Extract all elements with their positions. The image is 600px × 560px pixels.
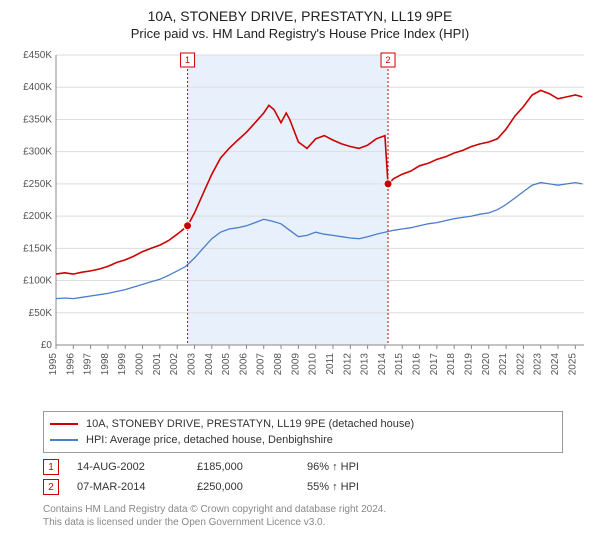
event-price: £250,000 (197, 481, 307, 493)
x-tick-label: 2024 (550, 353, 561, 376)
y-tick-label: £100K (23, 276, 52, 287)
event-number-badge: 2 (43, 479, 59, 495)
x-tick-label: 1998 (100, 353, 111, 376)
x-tick-label: 2005 (221, 353, 232, 376)
x-tick-label: 2014 (377, 353, 388, 376)
x-tick-label: 1997 (83, 353, 94, 376)
x-tick-label: 2003 (186, 353, 197, 376)
x-tick-label: 2013 (360, 353, 371, 376)
x-tick-label: 2006 (238, 353, 249, 376)
y-tick-label: £450K (23, 50, 52, 61)
x-tick-label: 2025 (567, 353, 578, 376)
x-tick-label: 2017 (429, 353, 440, 376)
event-marker-dot (184, 222, 192, 230)
chart-plot-area: £0 £50K £100K £150K £200K £250K £300K £350K £400… (8, 45, 592, 405)
x-tick-label: 2016 (412, 353, 423, 376)
chart-title: 10A, STONEBY DRIVE, PRESTATYN, LL19 9PE (8, 8, 592, 24)
y-tick-label: £250K (23, 179, 52, 190)
event-marker-dot (384, 180, 392, 188)
event-pct: 96% ↑ HPI (307, 461, 407, 473)
x-tick-label: 2009 (290, 353, 301, 376)
x-tick-label: 2001 (152, 353, 163, 376)
x-tick-label: 2002 (169, 353, 180, 376)
y-tick-label: £0 (41, 340, 53, 351)
legend-row: HPI: Average price, detached house, Denb… (50, 432, 556, 448)
y-tick-label: £50K (29, 308, 53, 319)
footer-line-2: This data is licensed under the Open Gov… (43, 516, 584, 529)
x-tick-label: 2018 (446, 353, 457, 376)
event-marker-number: 2 (386, 55, 391, 65)
x-tick-label: 2010 (308, 353, 319, 376)
event-price: £185,000 (197, 461, 307, 473)
legend-row: 10A, STONEBY DRIVE, PRESTATYN, LL19 9PE … (50, 416, 556, 432)
footer-line-1: Contains HM Land Registry data © Crown c… (43, 503, 584, 516)
event-row: 1 14-AUG-2002£185,00096% ↑ HPI (43, 457, 584, 477)
x-tick-label: 2011 (325, 353, 336, 375)
event-number-badge: 1 (43, 459, 59, 475)
x-tick-label: 2004 (204, 353, 215, 376)
x-tick-label: 2007 (256, 353, 267, 376)
legend-swatch (50, 439, 78, 441)
event-pct: 55% ↑ HPI (307, 481, 407, 493)
legend-label: HPI: Average price, detached house, Denb… (86, 434, 333, 446)
chart-subtitle: Price paid vs. HM Land Registry's House … (8, 26, 592, 41)
y-tick-label: £350K (23, 114, 52, 125)
event-date: 07-MAR-2014 (77, 481, 197, 493)
legend-swatch (50, 423, 78, 425)
x-tick-label: 1995 (48, 353, 59, 376)
event-row: 2 07-MAR-2014£250,00055% ↑ HPI (43, 477, 584, 497)
x-tick-label: 2008 (273, 353, 284, 376)
x-tick-label: 2020 (481, 353, 492, 376)
legend-label: 10A, STONEBY DRIVE, PRESTATYN, LL19 9PE … (86, 418, 414, 430)
x-tick-label: 2023 (533, 353, 544, 376)
legend: 10A, STONEBY DRIVE, PRESTATYN, LL19 9PE … (43, 411, 563, 453)
events-table: 1 14-AUG-2002£185,00096% ↑ HPI 2 07-MAR-201… (43, 457, 584, 497)
y-tick-label: £150K (23, 243, 52, 254)
x-tick-label: 2015 (394, 353, 405, 376)
x-tick-label: 2012 (342, 353, 353, 376)
y-tick-label: £400K (23, 82, 52, 93)
x-tick-label: 2000 (135, 353, 146, 376)
y-tick-label: £300K (23, 147, 52, 158)
x-tick-label: 2022 (515, 353, 526, 376)
x-tick-label: 1999 (117, 353, 128, 376)
x-tick-label: 1996 (65, 353, 76, 376)
event-date: 14-AUG-2002 (77, 461, 197, 473)
footer: Contains HM Land Registry data © Crown c… (43, 503, 584, 529)
x-tick-label: 2019 (463, 353, 474, 376)
y-tick-label: £200K (23, 211, 52, 222)
event-marker-number: 1 (185, 55, 190, 65)
chart-container: 10A, STONEBY DRIVE, PRESTATYN, LL19 9PE … (0, 0, 600, 560)
chart-svg: £0 £50K £100K £150K £200K £250K £300K £350K £400… (8, 45, 592, 405)
x-tick-label: 2021 (498, 353, 509, 376)
